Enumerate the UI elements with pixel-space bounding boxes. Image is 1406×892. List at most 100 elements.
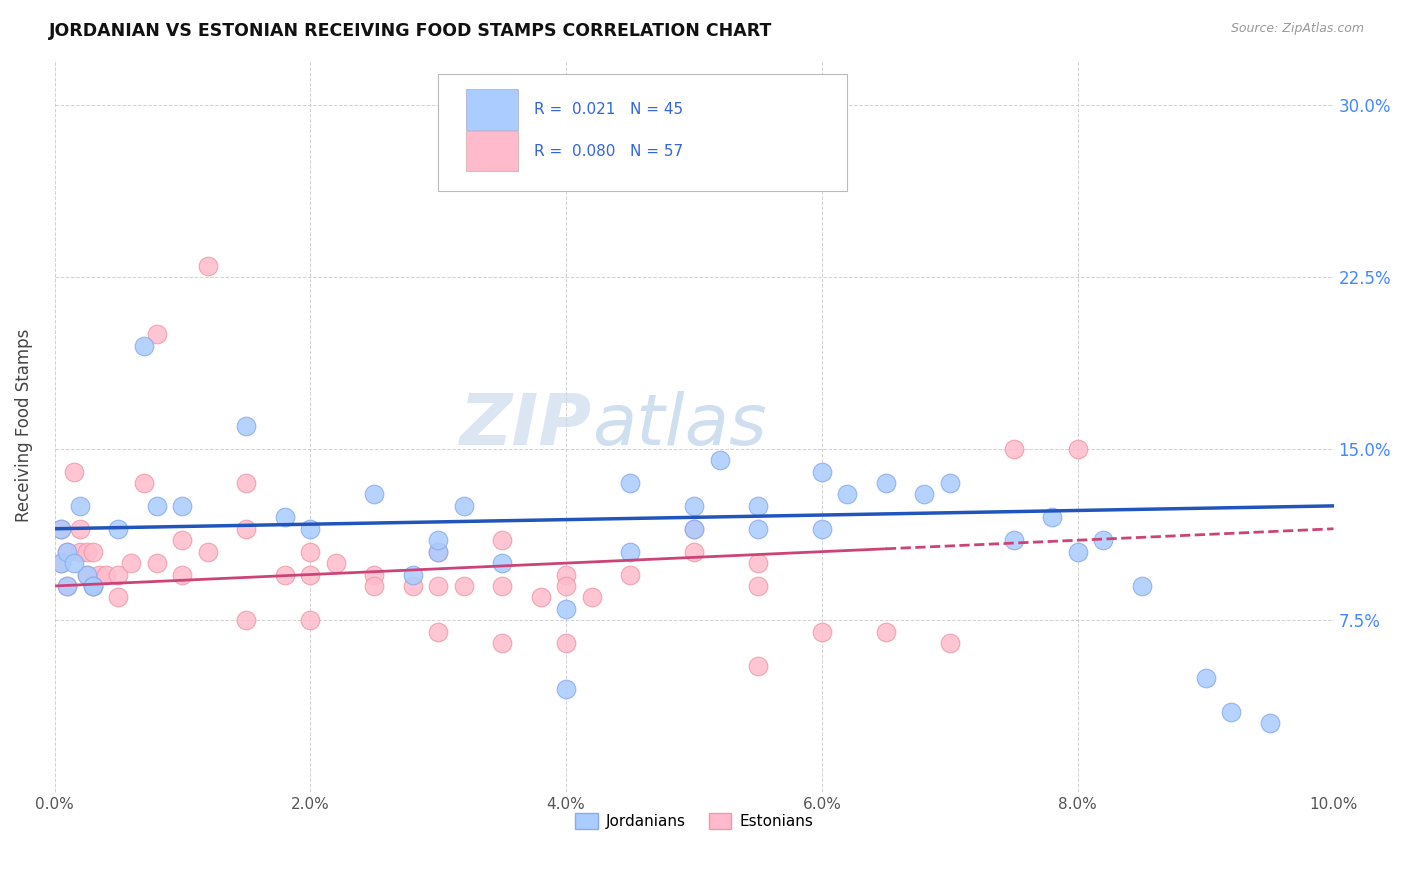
Bar: [467, 131, 517, 171]
Point: [76, 567, 98, 582]
Point: [363, 487, 385, 501]
Point: [69, 499, 91, 513]
Point: [811, 624, 834, 639]
Point: [235, 613, 257, 627]
Point: [619, 475, 641, 490]
Point: [69, 544, 91, 558]
Point: [1067, 442, 1090, 456]
Point: [453, 579, 475, 593]
Point: [146, 327, 169, 342]
Point: [56, 544, 79, 558]
Point: [49, 556, 72, 570]
Point: [89, 567, 111, 582]
Point: [274, 510, 297, 524]
Point: [146, 499, 169, 513]
Point: [82, 579, 104, 593]
Point: [82, 544, 104, 558]
Point: [235, 522, 257, 536]
Point: [427, 544, 450, 558]
Bar: [467, 89, 517, 129]
Point: [49, 556, 72, 570]
Point: [299, 613, 322, 627]
Point: [491, 533, 513, 548]
Point: [56, 544, 79, 558]
Point: [1002, 533, 1025, 548]
Point: [235, 418, 257, 433]
Point: [555, 602, 578, 616]
Point: [811, 522, 834, 536]
Point: [197, 259, 219, 273]
Point: [491, 556, 513, 570]
Point: [875, 624, 897, 639]
Legend: Jordanians, Estonians: Jordanians, Estonians: [569, 807, 820, 836]
Point: [491, 579, 513, 593]
Point: [939, 475, 962, 490]
Point: [235, 475, 257, 490]
Point: [82, 579, 104, 593]
Point: [401, 579, 423, 593]
Point: [747, 522, 769, 536]
Point: [132, 339, 155, 353]
Point: [197, 544, 219, 558]
Point: [1220, 705, 1243, 719]
Text: Source: ZipAtlas.com: Source: ZipAtlas.com: [1230, 22, 1364, 36]
Point: [555, 636, 578, 650]
Point: [82, 579, 104, 593]
Point: [1067, 544, 1090, 558]
Point: [401, 567, 423, 582]
Point: [299, 522, 322, 536]
Text: R =  0.021   N = 45: R = 0.021 N = 45: [534, 102, 683, 117]
Point: [107, 591, 129, 605]
Point: [107, 567, 129, 582]
Point: [325, 556, 347, 570]
Point: [555, 567, 578, 582]
Point: [683, 499, 706, 513]
Point: [747, 499, 769, 513]
Point: [62, 465, 84, 479]
Point: [49, 522, 72, 536]
Point: [172, 533, 194, 548]
Point: [491, 636, 513, 650]
Point: [811, 465, 834, 479]
Text: ZIP: ZIP: [460, 392, 592, 460]
Point: [709, 453, 731, 467]
Y-axis label: Receiving Food Stamps: Receiving Food Stamps: [15, 329, 32, 523]
Point: [683, 522, 706, 536]
Point: [453, 499, 475, 513]
Point: [56, 579, 79, 593]
FancyBboxPatch shape: [439, 74, 848, 192]
Point: [747, 556, 769, 570]
Point: [94, 567, 117, 582]
Point: [529, 591, 551, 605]
Text: R =  0.080   N = 57: R = 0.080 N = 57: [534, 144, 683, 159]
Point: [581, 591, 603, 605]
Point: [619, 544, 641, 558]
Point: [299, 567, 322, 582]
Point: [683, 522, 706, 536]
Point: [1130, 579, 1153, 593]
Point: [555, 681, 578, 696]
Point: [56, 579, 79, 593]
Point: [363, 567, 385, 582]
Point: [120, 556, 142, 570]
Point: [69, 522, 91, 536]
Point: [875, 475, 897, 490]
Point: [172, 499, 194, 513]
Point: [427, 624, 450, 639]
Point: [427, 579, 450, 593]
Point: [49, 522, 72, 536]
Point: [1002, 442, 1025, 456]
Point: [555, 579, 578, 593]
Point: [427, 544, 450, 558]
Point: [1092, 533, 1115, 548]
Point: [683, 544, 706, 558]
Point: [62, 556, 84, 570]
Point: [299, 544, 322, 558]
Point: [747, 659, 769, 673]
Point: [912, 487, 935, 501]
Point: [939, 636, 962, 650]
Text: JORDANIAN VS ESTONIAN RECEIVING FOOD STAMPS CORRELATION CHART: JORDANIAN VS ESTONIAN RECEIVING FOOD STA…: [49, 22, 772, 40]
Point: [76, 567, 98, 582]
Point: [76, 544, 98, 558]
Point: [1194, 671, 1216, 685]
